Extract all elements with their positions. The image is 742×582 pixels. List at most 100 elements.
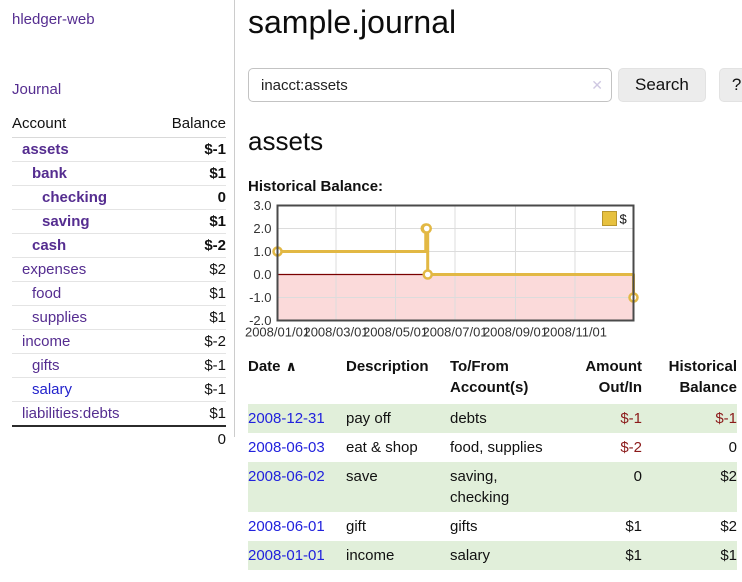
- transaction-description: pay off: [346, 404, 450, 433]
- accounts-header-row: Account Balance: [12, 112, 226, 138]
- transaction-amount: $1: [560, 541, 642, 570]
- account-link-checking[interactable]: checking: [42, 189, 108, 206]
- account-row: supplies $1: [12, 305, 226, 330]
- page-title: sample.journal: [248, 4, 457, 40]
- transaction-amount: $-2: [620, 439, 642, 456]
- legend-label: $: [620, 212, 628, 227]
- sort-ascending-icon: ∧: [285, 358, 297, 374]
- help-button[interactable]: ?: [718, 68, 742, 102]
- account-balance: $-1: [154, 353, 226, 378]
- y-tick-label: 2.0: [253, 221, 271, 236]
- transaction-row: 2008-01-01 income salary $1 $1: [248, 541, 737, 570]
- account-link-cash[interactable]: cash: [32, 237, 67, 254]
- chart-data-point: [422, 269, 433, 280]
- transaction-date-link[interactable]: 2008-06-03: [248, 439, 325, 456]
- transaction-date-link[interactable]: 2008-01-01: [248, 547, 325, 564]
- account-link-expenses[interactable]: expenses: [22, 261, 87, 278]
- search-button[interactable]: Search: [618, 68, 706, 102]
- account-cell: assets: [12, 137, 155, 162]
- date-column-header[interactable]: Date ∧: [248, 358, 297, 375]
- account-balance: $1: [154, 209, 226, 234]
- accounts-table: Account Balance assets $-1 bank $1 checking 0…: [12, 112, 226, 451]
- transaction-date-link[interactable]: 2008-06-02: [248, 468, 325, 485]
- account-link-income[interactable]: income: [22, 333, 71, 350]
- account-cell: checking: [12, 185, 155, 210]
- transaction-date-link[interactable]: 2008-06-01: [248, 518, 325, 535]
- account-balance: $2: [154, 257, 226, 282]
- transaction-description: save: [346, 462, 450, 512]
- y-tick-label: 0.0: [253, 267, 271, 282]
- account-row: assets $-1: [12, 137, 226, 162]
- account-link-bank[interactable]: bank: [32, 165, 68, 182]
- brand-link[interactable]: hledger-web: [12, 11, 95, 28]
- transaction-description: eat & shop: [346, 439, 418, 456]
- account-cell: salary: [12, 377, 155, 402]
- transaction-accounts: saving, checking: [450, 462, 560, 512]
- balance-column-header-main: Historical Balance: [668, 358, 737, 396]
- transaction-accounts: food, supplies: [450, 439, 543, 456]
- historical-balance-chart[interactable]: 3.0 2.0 1.0 0.0 -1.0 -2.0 2008/01/01 2008/03/01…: [245, 198, 718, 346]
- sidebar-divider: [234, 0, 235, 437]
- clear-search-icon[interactable]: ✕: [591, 77, 603, 93]
- accounts-total-value: 0: [154, 425, 226, 451]
- account-row: expenses $2: [12, 257, 226, 282]
- account-balance: $-2: [154, 233, 226, 258]
- accounts-table-body: assets $-1 bank $1 checking 0 saving $1 cash $-2 e…: [12, 137, 226, 427]
- account-cell: supplies: [12, 305, 155, 330]
- sidebar-item-journal[interactable]: Journal: [12, 81, 62, 98]
- account-link-assets[interactable]: assets: [22, 141, 69, 158]
- transaction-amount: 0: [560, 462, 642, 512]
- account-cell: expenses: [12, 257, 155, 282]
- transaction-description: gift: [346, 518, 367, 535]
- account-row: gifts $-1: [12, 353, 226, 378]
- transactions-table-body: 2008-12-31 pay off debts $-1 $-1 2008-06-03 ea…: [248, 404, 737, 570]
- x-tick-label: 2008/07/01: [422, 325, 487, 340]
- transaction-row: 2008-06-03 eat & shop food, supplies $-2 0: [248, 433, 737, 462]
- account-link-liabilities-debts[interactable]: liabilities:debts: [22, 405, 120, 422]
- transaction-date-cell: 2008-06-02: [248, 462, 346, 512]
- search-box: ✕: [248, 68, 612, 102]
- account-balance: 0: [154, 185, 226, 210]
- transactions-table: Date ∧ Description To/From Account(s) Amo…: [248, 352, 737, 570]
- search-input[interactable]: [248, 68, 612, 102]
- description-column-header: Description: [346, 358, 429, 375]
- account-balance: $1: [154, 281, 226, 306]
- account-link-salary[interactable]: salary: [32, 381, 73, 398]
- amount-column-header: Amount Out/In: [585, 358, 642, 396]
- account-link-saving[interactable]: saving: [42, 213, 90, 230]
- transaction-balance: $2: [720, 518, 737, 535]
- legend-swatch: [602, 211, 617, 226]
- account-row: salary $-1: [12, 377, 226, 402]
- account-row: income $-2: [12, 329, 226, 354]
- spacer: [12, 425, 155, 451]
- balance-chart-svg[interactable]: 3.0 2.0 1.0 0.0 -1.0 -2.02008/01/012008/03/01…: [245, 198, 718, 346]
- accounts-total-row: 0: [12, 425, 226, 451]
- transaction-balance: $1: [642, 541, 737, 570]
- transaction-row: 2008-06-02 save saving, checking 0 $2: [248, 462, 737, 512]
- transaction-date-cell: 2008-06-01: [248, 512, 346, 541]
- balance-column-header: Balance: [154, 112, 226, 138]
- account-link-food[interactable]: food: [32, 285, 62, 302]
- transaction-date-link[interactable]: 2008-12-31: [248, 410, 325, 427]
- transaction-date-cell: 2008-12-31: [248, 404, 346, 433]
- account-link-supplies[interactable]: supplies: [32, 309, 88, 326]
- account-column-header: Account: [12, 112, 155, 138]
- chart-border: [276, 204, 635, 322]
- transaction-accounts: salary: [450, 541, 560, 570]
- accounts-column-header: To/From Account(s): [450, 358, 529, 396]
- transaction-accounts: debts: [450, 404, 560, 433]
- account-balance: $-2: [154, 329, 226, 354]
- transaction-description: income: [346, 541, 450, 570]
- x-tick-label: 2008/09/01: [483, 325, 548, 340]
- sidebar: hledger-web Journal Account Balance asse…: [0, 0, 234, 451]
- account-link-gifts[interactable]: gifts: [32, 357, 60, 374]
- account-cell: income: [12, 329, 155, 354]
- transaction-date-cell: 2008-01-01: [248, 541, 346, 570]
- account-row: bank $1: [12, 161, 226, 186]
- account-row: checking 0: [12, 185, 226, 210]
- transaction-balance: $-1: [642, 404, 737, 433]
- account-balance: $-1: [154, 377, 226, 402]
- account-row: liabilities:debts $1: [12, 401, 226, 427]
- x-tick-label: 2008/01/01: [245, 325, 310, 340]
